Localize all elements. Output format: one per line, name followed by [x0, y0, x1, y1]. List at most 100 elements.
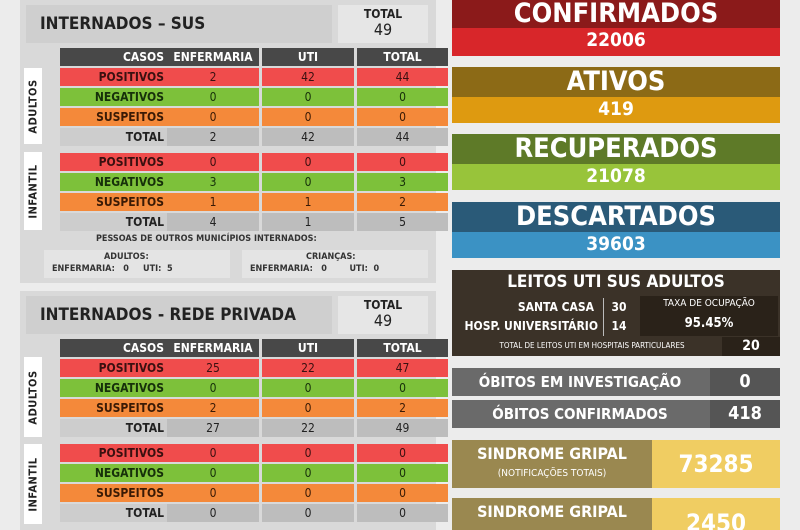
privada-infantil-row-cell: SUSPEITOS — [60, 484, 168, 502]
sus-infantil-row-cell: 3 — [357, 173, 448, 191]
sus-header-row-cell: ENFERMARIA — [167, 48, 259, 66]
sus-outros-criancas-line: ENFERMARIA: 0 UTI: 0 — [250, 264, 380, 274]
leitos-santa-casa-value: 30 — [611, 300, 627, 314]
sus-adultos-row-cell: 2 — [167, 68, 259, 86]
privada-infantil-row-cell: 0 — [357, 444, 448, 462]
sus-adultos-row-cell: 0 — [262, 108, 354, 126]
privada-adultos-row-cell: 0 — [357, 379, 448, 397]
sindrome-gripal-card: SINDROME GRIPAL (NOTIFICAÇÕES TOTAIS) 73… — [452, 440, 780, 488]
sus-infantil-row-cell: POSITIVOS — [60, 153, 168, 171]
privada-infantil-row-cell: 0 — [167, 464, 259, 482]
sus-infantil-label: INFANTIL — [24, 152, 42, 230]
sus-adultos-row-cell: 44 — [357, 128, 448, 146]
sindrome-gripal-2-card: SINDROME GRIPAL 2450 — [452, 498, 780, 530]
privada-panel: INTERNADOS - REDE PRIVADA TOTAL 49 CASOS… — [20, 291, 448, 530]
descartados-card: DESCARTADOS 39603 — [452, 202, 780, 258]
privada-infantil-row-cell: 0 — [357, 504, 448, 522]
sindrome-gripal-sub: (NOTIFICAÇÕES TOTAIS) — [497, 468, 607, 479]
descartados-value: 39603 — [452, 232, 780, 258]
privada-adultos-row-cell: 0 — [262, 399, 354, 417]
sus-infantil-row-cell: 5 — [357, 213, 448, 231]
sus-infantil-row-cell: 0 — [262, 153, 354, 171]
sus-header-row-cell: TOTAL — [357, 48, 448, 66]
privada-infantil-row-cell: 0 — [167, 504, 259, 522]
privada-adultos-row-cell: 2 — [357, 399, 448, 417]
privada-adultos-row-cell: 22 — [262, 419, 354, 437]
sus-adultos-row-cell: POSITIVOS — [60, 68, 168, 86]
privada-adultos-row-cell: 47 — [357, 359, 448, 377]
privada-adultos-row-cell: 49 — [357, 419, 448, 437]
sus-header-row-cell: UTI — [262, 48, 354, 66]
confirmados-label: CONFIRMADOS — [452, 0, 780, 28]
obitos-investigacao-label: ÓBITOS EM INVESTIGAÇÃO — [478, 373, 682, 391]
sus-total-value: 49 — [373, 20, 393, 39]
obitos-confirmados-card: ÓBITOS CONFIRMADOS 418 — [452, 400, 780, 428]
sus-adultos-row-cell: 0 — [357, 88, 448, 106]
descartados-label: DESCARTADOS — [452, 202, 780, 232]
recuperados-label: RECUPERADOS — [452, 134, 780, 164]
sus-adultos-row-cell: TOTAL — [60, 128, 168, 146]
sus-infantil-row-cell: SUSPEITOS — [60, 193, 168, 211]
sus-outros-criancas-box: CRIANÇAS: ENFERMARIA: 0 UTI: 0 — [242, 250, 428, 278]
confirmados-card: CONFIRMADOS 22006 — [452, 0, 780, 56]
privada-adultos-row-cell: 27 — [167, 419, 259, 437]
privada-infantil-row-cell: 0 — [262, 504, 354, 522]
privada-infantil-row-cell: TOTAL — [60, 504, 168, 522]
privada-total-label: TOTAL — [363, 298, 403, 312]
recuperados-value: 21078 — [452, 164, 780, 190]
privada-infantil-row-cell: NEGATIVOS — [60, 464, 168, 482]
privada-header-row-cell: CASOS — [60, 339, 168, 357]
privada-adultos-row-cell: SUSPEITOS — [60, 399, 168, 417]
ativos-value: 419 — [452, 97, 780, 123]
privada-total-value: 49 — [373, 311, 393, 330]
taxa-label: TAXA DE OCUPAÇÃO — [663, 298, 755, 309]
sus-adultos-row-cell: 0 — [357, 108, 448, 126]
privada-infantil-row-cell: 0 — [262, 464, 354, 482]
privada-header-row-cell: UTI — [262, 339, 354, 357]
sus-infantil-row-cell: 1 — [167, 193, 259, 211]
leitos-divider — [603, 298, 604, 336]
sindrome-gripal-2-value: 2450 — [652, 498, 780, 530]
particulares-value-box: 20 — [722, 337, 780, 356]
leitos-title: LEITOS UTI SUS ADULTOS — [507, 272, 725, 292]
confirmados-value: 22006 — [452, 28, 780, 56]
ativos-label: ATIVOS — [452, 67, 780, 97]
sus-outros-adultos-line: ENFERMARIA: 0 UTI: 5 — [52, 264, 173, 274]
privada-infantil-row-cell: 0 — [357, 484, 448, 502]
sus-infantil-row-cell: 0 — [357, 153, 448, 171]
sus-outros-adultos: ADULTOS: — [104, 252, 149, 262]
sus-adultos-row-cell: 0 — [262, 88, 354, 106]
sus-total-label: TOTAL — [363, 7, 403, 21]
sus-outros-adultos-box: ADULTOS: ENFERMARIA: 0 UTI: 5 — [44, 250, 230, 278]
sus-infantil-row-cell: 1 — [262, 213, 354, 231]
sus-outros-criancas: CRIANÇAS: — [306, 252, 356, 262]
sus-adultos-row-cell: 44 — [357, 68, 448, 86]
privada-adultos-row-cell: 0 — [262, 379, 354, 397]
sus-infantil-row-cell: 1 — [262, 193, 354, 211]
particulares-label: TOTAL DE LEITOS UTI EM HOSPITAIS PARTICU… — [499, 341, 685, 350]
ativos-card: ATIVOS 419 — [452, 67, 780, 123]
privada-infantil-row-cell: 0 — [262, 444, 354, 462]
sus-adultos-row-cell: SUSPEITOS — [60, 108, 168, 126]
taxa-value: 95.45% — [684, 316, 734, 331]
sus-infantil-row-cell: 4 — [167, 213, 259, 231]
sus-outros-title: PESSOAS DE OUTROS MUNICÍPIOS INTERNADOS: — [96, 234, 317, 244]
privada-adultos-row-cell: POSITIVOS — [60, 359, 168, 377]
privada-adultos-row-cell: 22 — [262, 359, 354, 377]
sus-infantil-row-cell: 0 — [167, 153, 259, 171]
leitos-card: LEITOS UTI SUS ADULTOS SANTA CASA 30 HOS… — [452, 270, 780, 356]
sindrome-gripal-value: 73285 — [652, 440, 780, 488]
privada-adultos-row-cell: 25 — [167, 359, 259, 377]
privada-infantil-row-cell: 0 — [167, 484, 259, 502]
sus-infantil-row-cell: 2 — [357, 193, 448, 211]
sus-title: INTERNADOS – SUS — [26, 5, 332, 43]
obitos-investigacao-card: ÓBITOS EM INVESTIGAÇÃO 0 — [452, 368, 780, 396]
sus-infantil-row-cell: 0 — [262, 173, 354, 191]
sus-adultos-row-cell: NEGATIVOS — [60, 88, 168, 106]
sus-infantil-row-cell: TOTAL — [60, 213, 168, 231]
privada-infantil-label: INFANTIL — [24, 444, 42, 524]
leitos-santa-casa: SANTA CASA — [517, 300, 594, 314]
privada-adultos-row-cell: TOTAL — [60, 419, 168, 437]
sus-adultos-row-cell: 0 — [167, 88, 259, 106]
privada-infantil-row-cell: 0 — [262, 484, 354, 502]
